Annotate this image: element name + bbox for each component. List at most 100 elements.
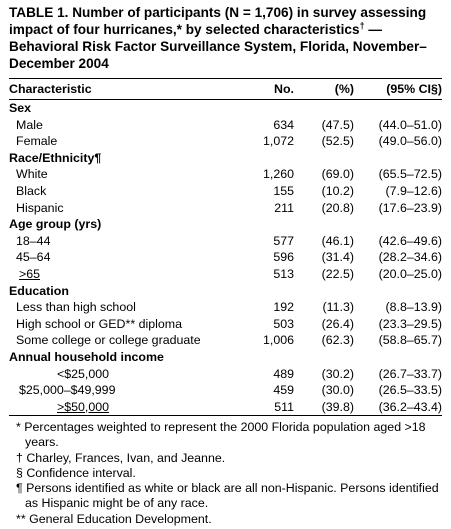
row-no: 1,260 xyxy=(262,167,294,182)
participants-table: Characteristic No. (%) (95% CI§) Sex Mal… xyxy=(9,78,442,417)
section-label-education: Education xyxy=(9,283,69,298)
row-label: 18–44 xyxy=(16,233,51,248)
table-row: Some college or college graduate 1,006 (… xyxy=(9,332,442,349)
row-ci: (26.7–33.7) xyxy=(378,366,442,381)
row-no: 596 xyxy=(273,250,294,265)
row-label: >65 xyxy=(19,266,41,281)
footnote-mark: § xyxy=(16,465,23,480)
row-pct: (22.5) xyxy=(321,266,354,281)
row-pct: (11.3) xyxy=(322,300,354,315)
row-ci: (7.9–12.6) xyxy=(385,183,442,198)
table-row: High school or GED** diploma 503 (26.4) … xyxy=(9,316,442,333)
footnote-mark: ¶ xyxy=(16,481,23,496)
footnote: § Confidence interval. xyxy=(9,466,442,481)
row-ci: (58.8–65.7) xyxy=(378,333,442,348)
table-row: Male 634 (47.5) (44.0–51.0) xyxy=(9,117,442,134)
row-no: 1,072 xyxy=(262,134,294,149)
row-no: 511 xyxy=(242,398,294,417)
section-row: Sex xyxy=(9,100,442,117)
table-row: 18–44 577 (46.1) (42.6–49.6) xyxy=(9,233,442,250)
row-no: 192 xyxy=(273,300,294,315)
row-ci: (26.5–33.5) xyxy=(378,383,442,398)
row-label: Male xyxy=(16,117,43,132)
footnotes: * Percentages weighted to represent the … xyxy=(9,420,442,526)
table-row: Less than high school 192 (11.3) (8.8–13… xyxy=(9,299,442,316)
row-pct: (30.2) xyxy=(321,366,354,381)
row-pct: (26.4) xyxy=(321,316,354,331)
row-pct: (47.5) xyxy=(321,117,354,132)
row-label: <$25,000 xyxy=(57,366,110,381)
table-title: TABLE 1. Number of participants (N = 1,7… xyxy=(9,4,442,72)
row-pct: (39.8) xyxy=(294,398,354,417)
section-label-race: Race/Ethnicity¶ xyxy=(9,150,102,165)
title-dagger: † xyxy=(359,20,365,31)
footnote: ** General Education Development. xyxy=(9,512,442,527)
row-pct: (31.4) xyxy=(321,250,354,265)
row-ci: (28.2–34.6) xyxy=(378,250,442,265)
row-no: 634 xyxy=(273,117,294,132)
table-row: Female 1,072 (52.5) (49.0–56.0) xyxy=(9,133,442,150)
row-label: $25,000–$49,999 xyxy=(19,383,116,398)
footnote-mark: * xyxy=(16,420,21,435)
row-pct: (10.2) xyxy=(321,183,354,198)
table-row: Black 155 (10.2) (7.9–12.6) xyxy=(9,183,442,200)
row-no: 513 xyxy=(273,266,294,281)
row-no: 155 xyxy=(273,183,294,198)
section-label-income: Annual household income xyxy=(9,349,164,364)
footnote-mark: ** xyxy=(16,511,26,526)
row-no: 577 xyxy=(273,233,294,248)
footnote-text: Charley, Frances, Ivan, and Jeanne. xyxy=(26,450,226,465)
table-row: <$25,000 489 (30.2) (26.7–33.7) xyxy=(9,366,442,383)
section-label-age: Age group (yrs) xyxy=(9,217,102,232)
row-pct: (30.0) xyxy=(321,383,354,398)
header-no: No. xyxy=(242,78,294,100)
footnote-text: General Education Development. xyxy=(29,511,212,526)
row-label: Female xyxy=(16,134,58,149)
row-label: Hispanic xyxy=(16,200,64,215)
footnote-text: Percentages weighted to represent the 20… xyxy=(24,420,426,450)
row-no: 1,006 xyxy=(262,333,294,348)
row-pct: (20.8) xyxy=(321,200,354,215)
row-label: Less than high school xyxy=(16,300,136,315)
row-pct: (69.0) xyxy=(321,167,354,182)
row-ci: (8.8–13.9) xyxy=(385,300,442,315)
row-no: 503 xyxy=(273,316,294,331)
title-main: TABLE 1. Number of participants (N = 1,7… xyxy=(9,5,427,37)
row-ci: (65.5–72.5) xyxy=(378,167,442,182)
header-ci: (95% CI§) xyxy=(354,78,442,100)
title-sub: — Behavioral Risk Factor Surveillance Sy… xyxy=(9,22,427,71)
footnote: ¶ Persons identified as white or black a… xyxy=(9,481,442,511)
table-row: >65 513 (22.5) (20.0–25.0) xyxy=(9,266,442,283)
row-ci: (17.6–23.9) xyxy=(378,200,442,215)
row-pct: (52.5) xyxy=(321,134,354,149)
row-no: 459 xyxy=(273,383,294,398)
row-ci: (49.0–56.0) xyxy=(378,134,442,149)
section-row: Race/Ethnicity¶ xyxy=(9,150,442,167)
table-row: White 1,260 (69.0) (65.5–72.5) xyxy=(9,166,442,183)
table-row: Hispanic 211 (20.8) (17.6–23.9) xyxy=(9,200,442,217)
row-ci: (44.0–51.0) xyxy=(378,117,442,132)
row-label: White xyxy=(16,167,48,182)
row-pct: (46.1) xyxy=(321,233,354,248)
header-characteristic: Characteristic xyxy=(9,78,242,100)
header-row: Characteristic No. (%) (95% CI§) xyxy=(9,78,442,100)
row-label: Black xyxy=(16,183,47,198)
row-ci: (20.0–25.0) xyxy=(378,266,442,281)
section-row: Annual household income xyxy=(9,349,442,366)
row-no: 211 xyxy=(274,200,294,215)
row-label: High school or GED** diploma xyxy=(16,316,182,331)
footnote-text: Confidence interval. xyxy=(26,465,136,480)
footnote: † Charley, Frances, Ivan, and Jeanne. xyxy=(9,451,442,466)
row-label: 45–64 xyxy=(16,250,51,265)
table-row: $25,000–$49,999 459 (30.0) (26.5–33.5) xyxy=(9,382,442,399)
footnote-text: Persons identified as white or black are… xyxy=(25,481,439,511)
section-row: Age group (yrs) xyxy=(9,216,442,233)
footnote-mark: † xyxy=(16,450,23,465)
row-pct: (62.3) xyxy=(321,333,354,348)
row-ci: (36.2–43.4) xyxy=(354,398,442,417)
row-label: Some college or college graduate xyxy=(16,333,201,348)
table-row: 45–64 596 (31.4) (28.2–34.6) xyxy=(9,249,442,266)
header-pct: (%) xyxy=(294,78,354,100)
row-label: >$50,000 xyxy=(9,398,242,417)
footnote: * Percentages weighted to represent the … xyxy=(9,420,442,450)
